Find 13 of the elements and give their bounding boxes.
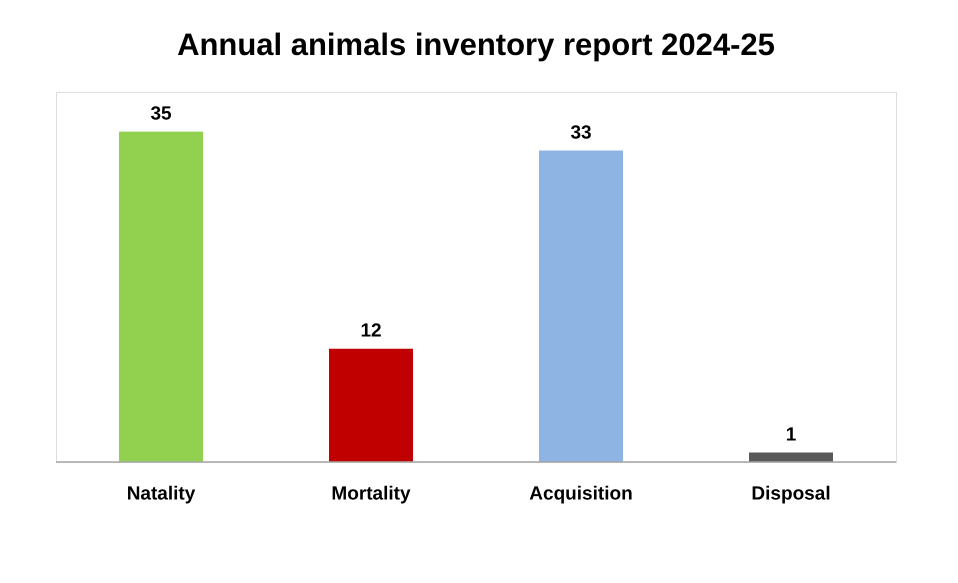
x-tick-label: Acquisition [529, 484, 633, 504]
x-tick-label: Mortality [331, 484, 412, 504]
bar [119, 132, 203, 462]
bar [329, 348, 413, 462]
bar [749, 452, 833, 462]
bar [539, 150, 623, 462]
data-label: 1 [786, 424, 797, 446]
chart-title: Annual animals inventory report 2024-25 [177, 27, 775, 62]
x-tick-label: Disposal [751, 484, 831, 504]
data-label: 33 [570, 122, 592, 144]
data-label: 35 [150, 104, 172, 125]
x-tick-label: Natality [126, 484, 196, 504]
data-label: 12 [360, 320, 382, 342]
